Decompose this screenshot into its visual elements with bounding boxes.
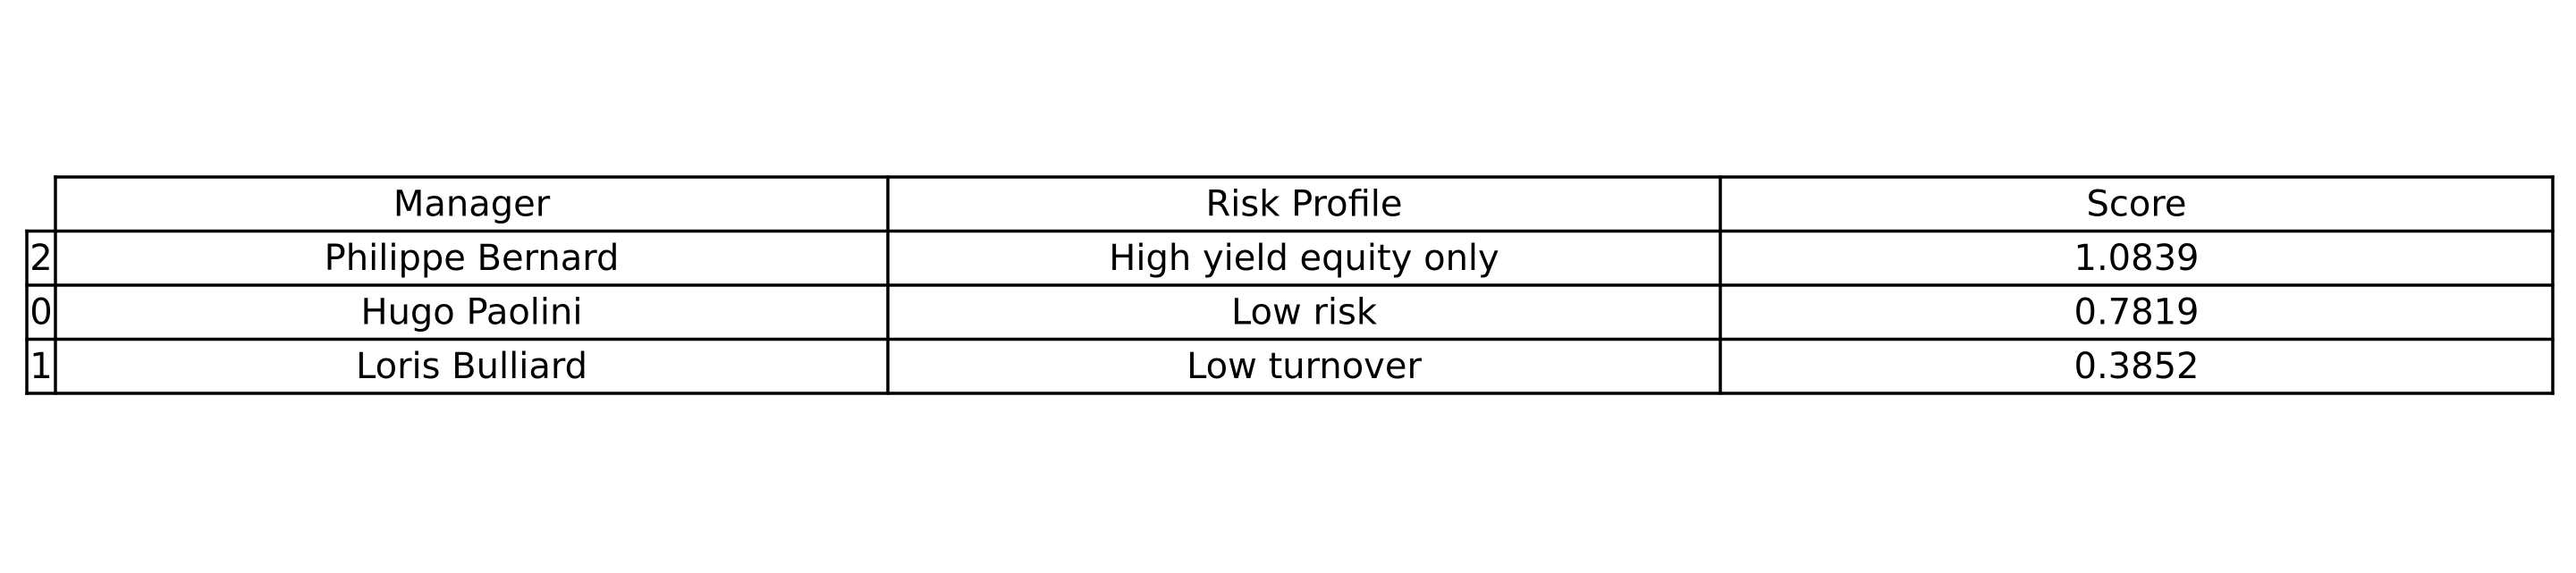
table-cell: 0.3852 xyxy=(2074,346,2200,387)
column-header-score: Score xyxy=(2086,183,2186,224)
row-index-label: 1 xyxy=(30,346,52,387)
row-index-label: 2 xyxy=(30,238,52,279)
table-cell: 1.0839 xyxy=(2074,238,2200,279)
table-cell: 0.7819 xyxy=(2074,291,2200,333)
table-cell: Hugo Paolini xyxy=(360,291,582,333)
table-cell: Low turnover xyxy=(1187,346,1422,387)
row-index-label: 0 xyxy=(30,291,52,333)
table-cell: Loris Bulliard xyxy=(356,346,587,387)
table-cell: Low risk xyxy=(1231,291,1378,333)
table-cell: High yield equity only xyxy=(1109,238,1499,279)
column-header-manager: Manager xyxy=(393,183,551,224)
table-cell: Philippe Bernard xyxy=(325,238,620,279)
column-header-risk-profile: Risk Profile xyxy=(1206,183,1403,224)
